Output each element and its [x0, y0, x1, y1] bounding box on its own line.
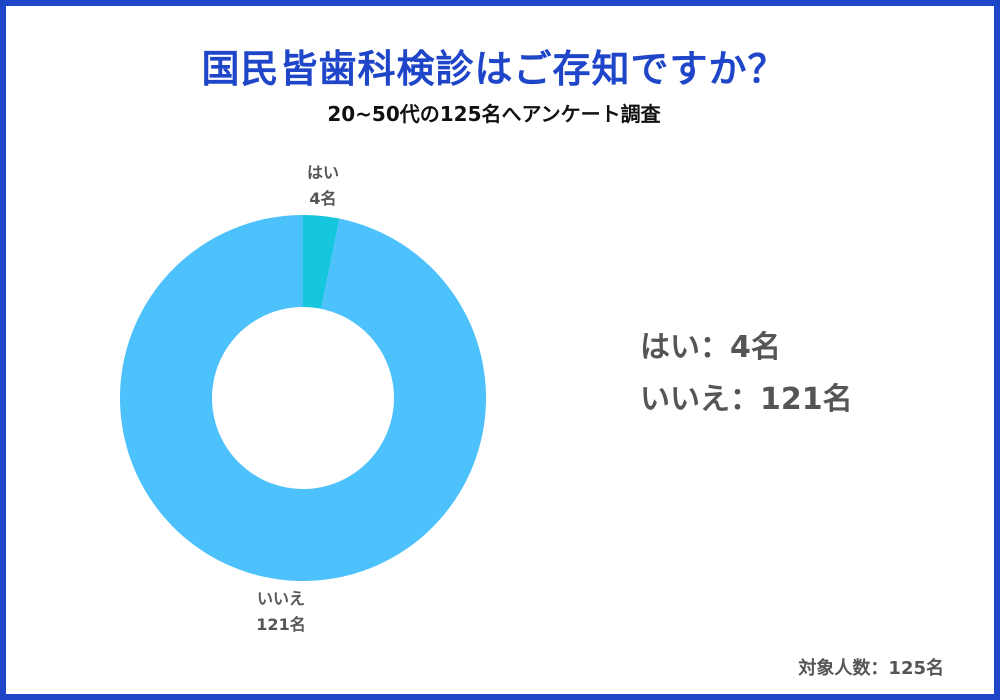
legend-item-no: いいえ：121名	[640, 382, 853, 417]
donut-slice-no	[119, 215, 486, 581]
slice-label-no-value: 121名	[256, 615, 306, 634]
donut-slice-yes	[303, 215, 340, 309]
sample-size-note: 対象人数：125名	[798, 658, 944, 679]
slice-label-yes-value: 4名	[309, 189, 337, 208]
legend-item-yes: はい：4名	[640, 330, 781, 365]
slice-label-yes-category: はい	[306, 163, 339, 182]
slice-label-no: いいえ 121名	[236, 586, 326, 638]
slice-label-yes: はい 4名	[278, 160, 368, 212]
legend: はい：4名 いいえ：121名	[640, 322, 853, 426]
chart-title: 国民皆歯科検診はご存知ですか？	[201, 47, 787, 91]
slice-label-no-category: いいえ	[256, 589, 305, 608]
chart-subtitle: 20~50代の125名へアンケート調査	[327, 102, 661, 126]
